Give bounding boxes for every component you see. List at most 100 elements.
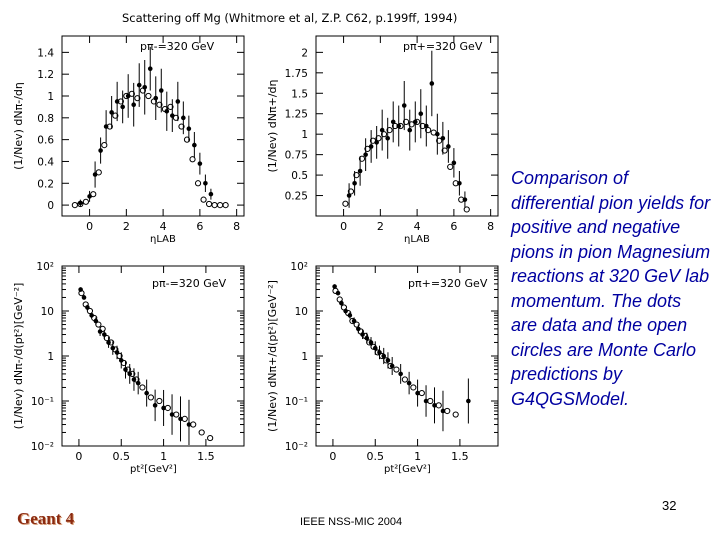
figure-title: Scattering off Mg (Whitmore et al, Z.P. … (122, 11, 457, 25)
data-point (424, 123, 429, 129)
data-point (407, 127, 413, 133)
mc-point (189, 156, 196, 163)
y-tick-label: 10⁻¹ (285, 396, 308, 408)
y-tick-label: 0.5 (291, 170, 308, 182)
data-point (389, 363, 395, 369)
data-point (186, 126, 192, 132)
x-tick-label: 4 (414, 220, 421, 233)
data-point (457, 180, 462, 186)
data-point (368, 340, 374, 345)
data-point (78, 200, 83, 206)
data-point (164, 108, 170, 114)
mc-point (410, 384, 417, 391)
data-point (161, 405, 166, 411)
data-point (396, 123, 402, 129)
mc-point (178, 123, 185, 130)
data-point (360, 332, 365, 337)
data-point (158, 88, 164, 93)
mc-point (190, 421, 197, 428)
data-point (203, 180, 208, 186)
mc-point (183, 136, 191, 143)
plot-frame (61, 265, 245, 447)
y-tick-label: 1.75 (285, 68, 308, 80)
data-point (374, 140, 379, 145)
data-point (381, 353, 387, 359)
panel-bottom-right: 0 0.5 1 1.5 10⁻² 10⁻¹ 1 10 10² pt²[GeV²] (1/Nev) d… (266, 261, 499, 475)
data-point (127, 371, 133, 377)
mc-point (463, 206, 470, 213)
mc-point (358, 155, 366, 162)
y-tick-label: 0.25 (285, 191, 308, 203)
y-tick-label: 2 (301, 47, 308, 59)
x-tick-label: 0 (75, 450, 82, 463)
mc-point (425, 126, 432, 134)
data-point (153, 95, 159, 101)
panel-bottom-left: 0 0.5 1 1.5 10⁻² 10⁻¹ 1 10 10² pt²[GeV²] (1/Nev) d… (12, 261, 245, 475)
mc-point (90, 191, 97, 198)
x-tick-label: 1.5 (451, 450, 469, 463)
data-point (368, 144, 374, 149)
y-tick-label: 1.2 (37, 69, 54, 81)
data-point (451, 160, 457, 166)
y-tick-label: 10⁻² (285, 441, 308, 453)
y-tick-label: 1 (47, 351, 54, 363)
mc-point (156, 101, 163, 108)
data-point (106, 340, 111, 345)
mc-point (211, 201, 218, 209)
y-tick-label: 1 (301, 351, 308, 363)
data-point (114, 99, 120, 104)
mc-point (194, 180, 202, 187)
x-tick-label: 1.5 (197, 450, 215, 463)
data-point (118, 358, 124, 363)
mc-point (207, 434, 214, 442)
panel-top-right: 0 2 4 6 8 0.25 0.5 0.75 1 1.25 1.5 1.75 2 ηLAB (1/Nev)… (266, 35, 499, 245)
data-point (186, 422, 192, 427)
data-point (332, 284, 337, 289)
x-axis-label: pt²[GeV²] (384, 464, 431, 475)
data-point (152, 403, 158, 408)
data-point (462, 197, 468, 202)
data-point (109, 110, 114, 115)
data-point (418, 111, 424, 117)
data-point (390, 119, 396, 125)
mc-point (222, 201, 229, 209)
data-point (415, 390, 420, 396)
data-point (169, 412, 175, 417)
mc-point (71, 201, 78, 209)
y-axis-label: (1/Nev) dNπ-/dη (12, 82, 25, 170)
y-tick-label: 1.25 (285, 109, 308, 121)
y-axis-label: (1/Nev) dNπ+/d(pt²)[GeV⁻²] (266, 280, 279, 432)
data-point (356, 326, 361, 332)
y-tick-label: 10 (41, 306, 54, 318)
geant4-logo: Geant 4 (17, 509, 75, 528)
mc-point (364, 145, 371, 153)
data-point (147, 66, 153, 72)
mc-point (200, 196, 207, 203)
x-tick-label: 2 (123, 220, 130, 233)
mc-point (393, 366, 400, 373)
data-point (385, 358, 391, 363)
mc-point (418, 389, 425, 397)
y-tick-label: 1 (301, 129, 308, 141)
mc-point (386, 126, 393, 134)
mc-point (82, 198, 89, 205)
mc-point (164, 404, 171, 412)
panel-label: pπ-=320 GeV (152, 277, 227, 290)
mc-point (402, 118, 410, 126)
y-tick-label: 0.2 (37, 178, 54, 190)
data-point (398, 371, 403, 377)
plot-frame (315, 35, 499, 217)
data-point (466, 398, 471, 404)
y-tick-label: 0 (47, 200, 54, 212)
data-point (135, 380, 141, 386)
data-point (406, 380, 412, 386)
data-point (102, 332, 107, 337)
data-point (432, 403, 437, 408)
mc-point (353, 171, 360, 179)
y-tick-label: 1 (47, 91, 54, 103)
x-tick-label: 0.5 (113, 450, 131, 463)
mc-point (181, 415, 188, 423)
mc-point (128, 90, 135, 97)
y-axis-label: (1/Nev) dNπ+/dη (266, 79, 279, 172)
